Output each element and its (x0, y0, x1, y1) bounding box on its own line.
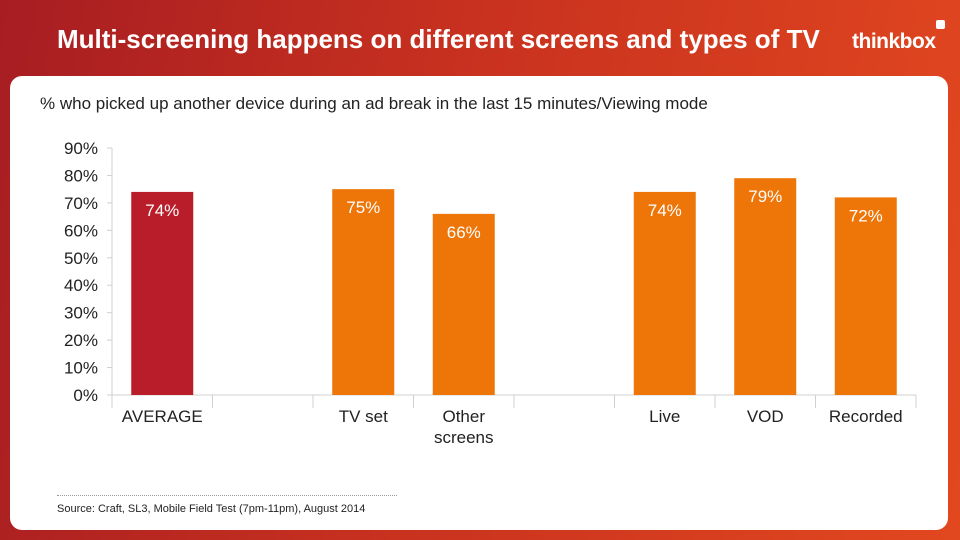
bar (432, 213, 495, 395)
x-tick-label: AVERAGE (122, 407, 203, 426)
data-label: 66% (447, 223, 481, 242)
y-tick-label: 10% (64, 359, 98, 378)
logo-square-icon (936, 20, 945, 29)
y-tick-label: 20% (64, 331, 98, 350)
bar (131, 191, 194, 395)
x-tick-label: VOD (747, 407, 784, 426)
x-tick-label: screens (434, 428, 494, 447)
bar (834, 197, 897, 395)
y-tick-label: 50% (64, 249, 98, 268)
y-tick-label: 30% (64, 304, 98, 323)
source-divider (57, 495, 397, 496)
bar (633, 191, 696, 395)
x-tick-label: Recorded (829, 407, 903, 426)
chart-title: % who picked up another device during an… (40, 94, 708, 113)
bar (332, 189, 395, 395)
data-label: 75% (346, 198, 380, 217)
data-label: 79% (748, 187, 782, 206)
y-tick-label: 70% (64, 194, 98, 213)
source-note: Source: Craft, SL3, Mobile Field Test (7… (57, 503, 366, 515)
data-label: 72% (849, 206, 883, 225)
y-tick-label: 40% (64, 276, 98, 295)
y-tick-label: 80% (64, 166, 98, 185)
x-tick-label: Live (649, 407, 680, 426)
data-label: 74% (648, 201, 682, 220)
y-tick-label: 60% (64, 221, 98, 240)
bar (734, 178, 797, 395)
x-tick-label: Other (442, 407, 485, 426)
data-label: 74% (145, 201, 179, 220)
page-title: Multi-screening happens on different scr… (57, 24, 820, 54)
y-tick-label: 0% (73, 386, 98, 405)
thinkbox-logo: thinkbox (852, 30, 936, 53)
x-tick-label: TV set (339, 407, 388, 426)
y-tick-label: 90% (64, 139, 98, 158)
